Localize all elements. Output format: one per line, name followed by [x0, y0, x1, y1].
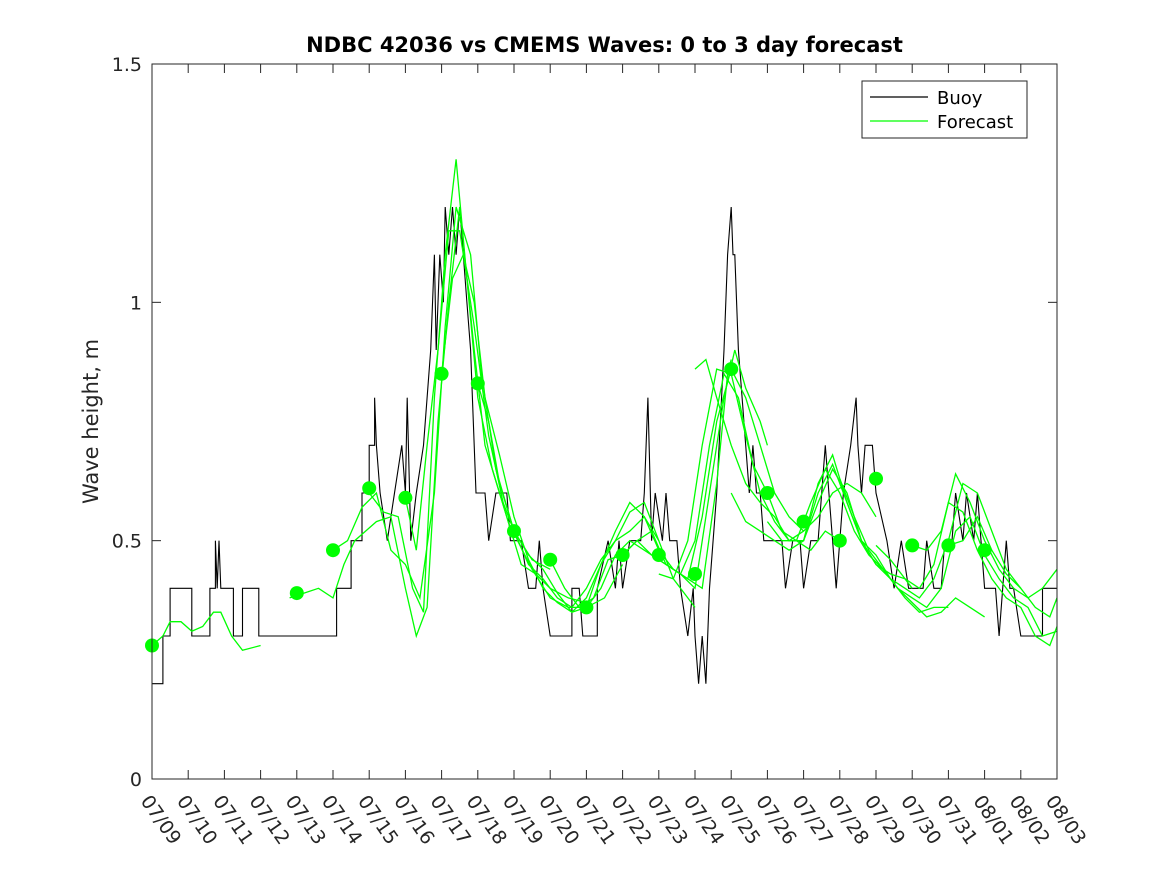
- axes-box: [151, 63, 1058, 780]
- forecast-start-marker-12: [688, 567, 702, 581]
- forecast-start-marker-9: [579, 600, 594, 615]
- forecast-line-17: [875, 501, 1058, 647]
- legend: Buoy Forecast: [861, 80, 1028, 139]
- forecast-line-9: [585, 367, 805, 608]
- forecast-start-marker-3: [362, 481, 377, 496]
- forecast-start-marker-16: [832, 533, 847, 548]
- forecast-start-marker-7: [507, 524, 521, 539]
- legend-label-buoy: Buoy: [937, 88, 983, 109]
- tick-marks: [151, 63, 1058, 780]
- forecast-start-marker-6: [470, 376, 485, 391]
- forecast-start-marker-2: [326, 543, 340, 558]
- forecast-start-marker-5: [434, 366, 449, 381]
- y-tick-label-3: 1.5: [112, 54, 142, 76]
- y-tick-label-0: 0: [130, 769, 142, 791]
- forecast-line-19: [948, 515, 1058, 618]
- forecast-start-marker-11: [651, 548, 666, 562]
- forecast-line-1: [289, 206, 515, 639]
- forecast-start-marker-19: [941, 538, 956, 553]
- legend-label-forecast: Forecast: [937, 112, 1013, 133]
- forecast-line-16: [839, 478, 1058, 637]
- forecast-start-marker-20: [977, 543, 992, 558]
- chart-title: NDBC 42036 vs CMEMS Waves: 0 to 3 day fo…: [306, 33, 903, 57]
- y-tick-label-1: 0.5: [112, 531, 142, 553]
- forecast-start-marker-18: [905, 538, 920, 553]
- forecast-line-11: [658, 368, 877, 580]
- forecast-start-marker-10: [615, 548, 630, 562]
- forecast-start-marker-15: [796, 514, 811, 529]
- forecast-start-marker-17: [869, 471, 883, 486]
- y-tick-label-2: 1: [130, 292, 142, 314]
- forecast-start-marker-4: [398, 490, 413, 505]
- forecast-line-5: [440, 252, 660, 614]
- forecast-line-18: [911, 472, 1058, 599]
- forecast-line-7: [513, 359, 732, 613]
- forecast-line-15: [802, 462, 1022, 599]
- forecast-start-marker-13: [724, 362, 739, 377]
- forecast-start-marker-1: [289, 586, 304, 601]
- y-tick-labels: 0 0.5 1 1.5: [112, 54, 142, 791]
- y-axis-label: Wave height, m: [79, 339, 103, 504]
- forecast-start-marker-8: [543, 552, 558, 567]
- forecast-start-marker-14: [760, 486, 775, 500]
- plot-area: [152, 64, 1057, 779]
- data-layer: [145, 159, 1058, 685]
- legend-box: [861, 80, 1028, 139]
- forecast-line-0: [151, 611, 261, 652]
